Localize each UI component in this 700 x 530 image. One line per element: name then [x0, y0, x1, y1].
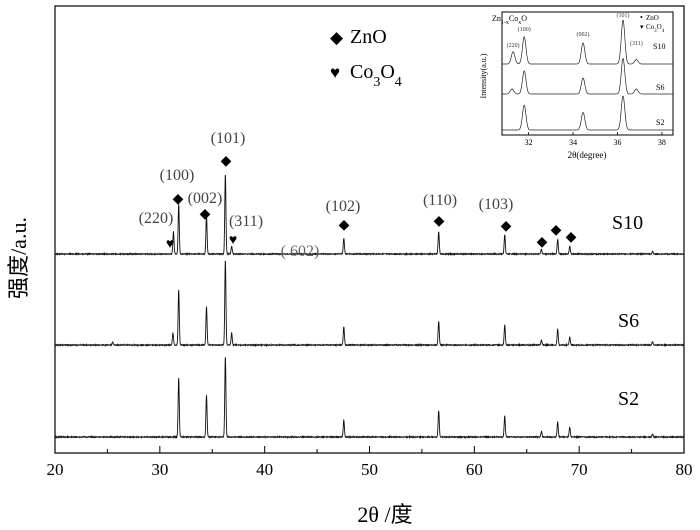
inset-series-label-s6: S6	[656, 83, 664, 92]
x-tick-label-60: 60	[466, 460, 483, 479]
inset-series-line-s2	[502, 95, 673, 131]
inset-y-label: Intensity(a.u.)	[479, 53, 488, 98]
inset-legend-marker-zno: •	[640, 13, 643, 22]
legend: ◆ ZnO ♥ Co3O4	[330, 26, 402, 90]
inset-annotation-220: (220)	[507, 42, 520, 49]
series-line-s6	[54, 260, 685, 348]
inset-frame	[501, 11, 674, 136]
inset-annotation-002: (002)	[577, 31, 590, 38]
inset-series-line-s6	[502, 58, 673, 95]
inset-series-label-s2: S2	[656, 118, 664, 127]
annotation-101: (101)	[211, 130, 246, 147]
x-tick-label-20: 20	[47, 460, 64, 479]
annotation-marker-10: ◆	[551, 223, 562, 238]
legend-label-zno: ZnO	[350, 26, 387, 48]
x-tick-label-50: 50	[361, 460, 378, 479]
inset-legend-marker-co3o4: ▾	[640, 23, 644, 31]
series-label-s6: S6	[618, 310, 639, 332]
x-tick-label-40: 40	[256, 460, 273, 479]
inset-x-tick-label-38: 38	[658, 138, 666, 147]
annotation-102: (102)	[326, 198, 361, 215]
inset-x-tick-label-32: 32	[525, 138, 533, 147]
inset-title: Zn1-xCoxO	[492, 14, 527, 26]
annotation-marker-9: ◆	[537, 235, 548, 250]
annotation-103: (103)	[479, 196, 514, 213]
inset-annotation-311: (311)	[630, 40, 643, 47]
series-group	[54, 174, 685, 440]
series-line-s2	[54, 357, 685, 440]
annotation-220: (220)	[139, 210, 174, 227]
inset-x-tick-label-34: 34	[569, 138, 577, 147]
inset-legend-label-zno: ZnO	[646, 14, 659, 22]
inset-annotations: (220) (100) (002) (101) (311)	[507, 12, 643, 49]
annotation-002: (002)	[188, 190, 223, 207]
x-tick-label-30: 30	[151, 460, 168, 479]
inset-x-ticks: 32 34 36 38	[525, 132, 666, 147]
inset-series-line-s10	[502, 19, 673, 65]
inset-chart: 32 34 36 38 (220) (100) (002) (101) (311) Zn1-x…	[479, 11, 674, 160]
inset-x-label: 2θ(degree)	[568, 150, 607, 160]
inset-annotation-101: (101)	[617, 12, 630, 19]
inset-series-group	[502, 19, 673, 131]
inset-series-label-s10: S10	[653, 42, 665, 51]
annotation-110: (110)	[423, 192, 457, 209]
annotation-marker-2: ◆	[200, 207, 211, 222]
annotation-marker-4: ♥	[229, 233, 237, 248]
inset-annotation-100: (100)	[518, 26, 531, 33]
annotation-marker-11: ◆	[566, 230, 577, 245]
series-label-s10: S10	[612, 212, 643, 234]
x-tick-label-70: 70	[571, 460, 588, 479]
x-axis-label: 2θ /度	[357, 502, 412, 527]
inset-legend-label-co3o4: Co3O4	[646, 23, 665, 34]
annotation-marker-6: ◆	[339, 218, 350, 233]
y-axis-label: 强度/a.u.	[6, 217, 31, 299]
annotation-100: (100)	[160, 167, 195, 184]
legend-marker-co3o4: ♥	[330, 63, 340, 82]
series-line-s10	[54, 174, 685, 257]
x-tick-label-80: 80	[676, 460, 693, 479]
legend-label-co3o4: Co3O4	[350, 61, 402, 90]
annotation-marker-3: ◆	[221, 154, 232, 169]
series-label-s2: S2	[618, 388, 639, 410]
inset-x-tick-label-36: 36	[613, 138, 621, 147]
annotation-marker-0: ♥	[166, 237, 174, 252]
annotation-602: ( 602)	[281, 243, 320, 260]
x-axis-ticks: 20 30 40 50 60 70 80	[47, 446, 693, 479]
legend-marker-zno: ◆	[330, 28, 344, 47]
annotation-marker-8: ◆	[501, 219, 512, 234]
peak-annotations: (220)♥(100)◆ (002)◆(101)◆(311)♥( 602)(102…	[139, 130, 577, 260]
annotation-marker-7: ◆	[434, 214, 445, 229]
annotation-marker-1: ◆	[173, 192, 184, 207]
annotation-311: (311)	[229, 213, 263, 230]
